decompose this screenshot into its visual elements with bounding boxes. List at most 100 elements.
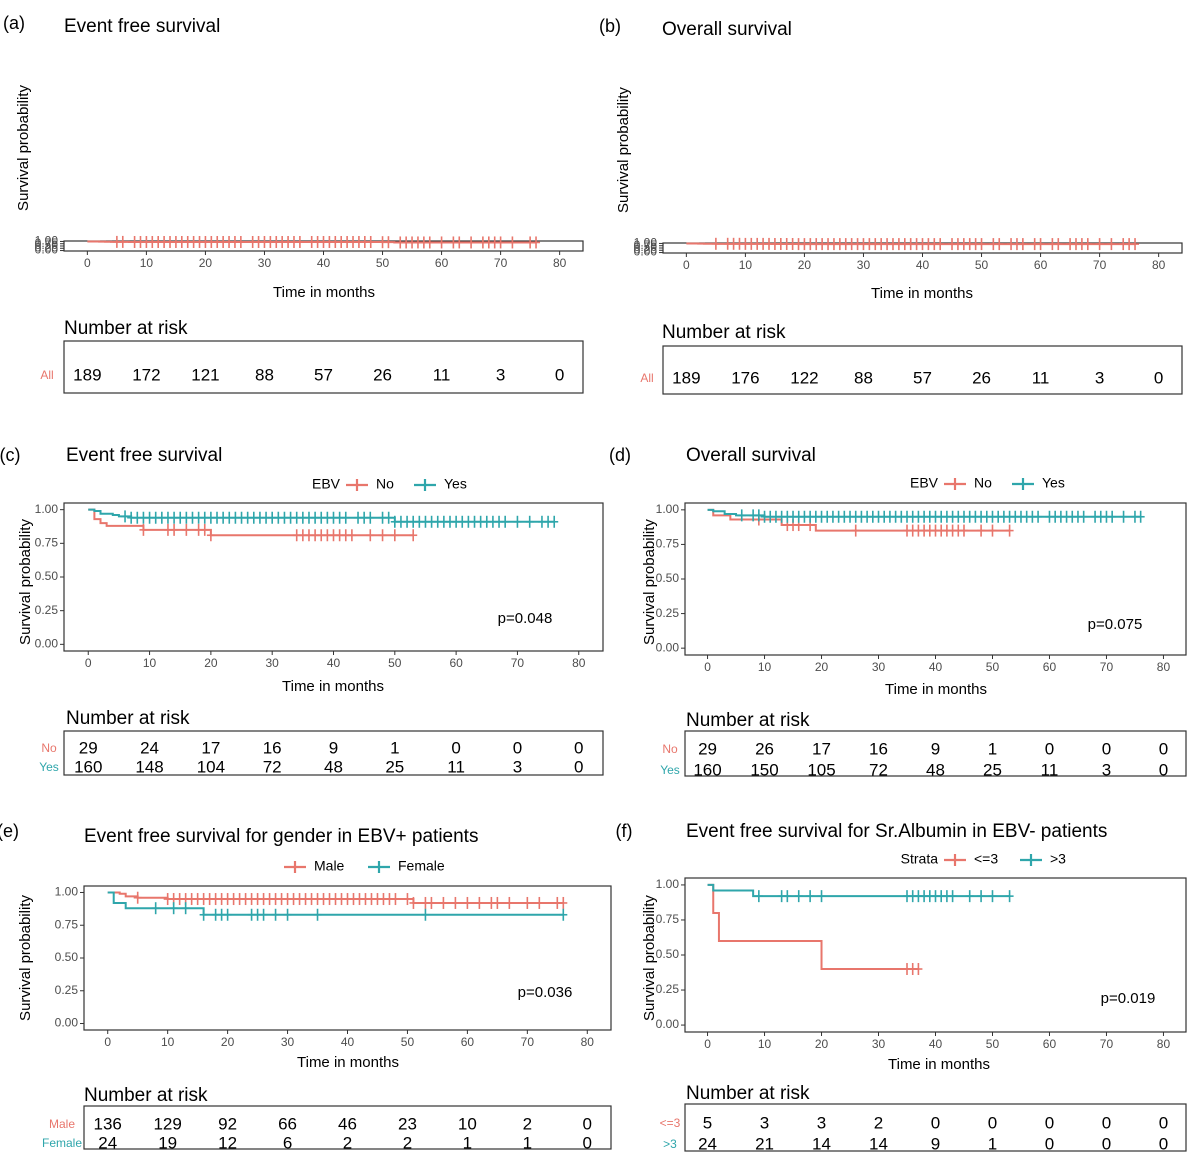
panel-label: (f) (616, 821, 633, 841)
risk-value: 189 (73, 365, 101, 384)
legend-title: EBV (910, 475, 939, 491)
y-tick-label: 0.75 (55, 917, 79, 931)
x-tick-label: 10 (739, 258, 753, 272)
x-axis-label: Time in months (273, 284, 375, 301)
risk-value: 0 (451, 738, 460, 757)
risk-value: 0 (1159, 739, 1168, 758)
risk-value: 3 (1095, 368, 1104, 387)
risk-value: 9 (931, 739, 940, 758)
panel-label: (b) (599, 16, 621, 36)
risk-value: 11 (1041, 760, 1059, 779)
y-tick-label: 0.00 (634, 245, 658, 259)
x-axis-label: Time in months (297, 1054, 399, 1071)
risk-value: 14 (812, 1134, 831, 1153)
y-tick-label: 0.50 (55, 950, 79, 964)
x-tick-label: 0 (85, 656, 92, 670)
panel-b: (b) Overall survival 0.000.250.500.751.00 0… (599, 16, 1183, 395)
x-tick-label: 30 (258, 256, 272, 270)
x-tick-label: 30 (872, 1037, 886, 1051)
y-tick-label: 0.25 (35, 240, 59, 254)
risk-value: 0 (988, 1113, 997, 1132)
x-tick-label: 10 (143, 656, 157, 670)
risk-value: 17 (812, 739, 831, 758)
legend: Strata <=3 >3 (901, 851, 1067, 867)
x-tick-label: 30 (281, 1035, 295, 1049)
risk-table (63, 730, 604, 776)
risk-value: 14 (869, 1134, 888, 1153)
panel-a: (a) Event free survival 0.000.250.500.751.… (3, 13, 584, 394)
risk-value: 0 (931, 1113, 940, 1132)
risk-value: 21 (755, 1134, 774, 1153)
risk-table-title: Number at risk (84, 1085, 208, 1106)
p-value: p=0.036 (518, 984, 573, 1001)
x-tick-label: 50 (986, 660, 1000, 674)
risk-value: 23 (398, 1114, 417, 1133)
legend-label: >3 (1050, 851, 1066, 867)
x-tick-label: 70 (1093, 258, 1107, 272)
risk-value: 0 (583, 1133, 592, 1152)
y-tick-label: 0.25 (55, 983, 79, 997)
x-tick-label: 70 (1100, 660, 1114, 674)
x-tick-label: 70 (494, 256, 508, 270)
x-tick-label: 20 (815, 660, 829, 674)
x-tick-label: 0 (704, 1037, 711, 1051)
risk-row-name: Yes (39, 760, 59, 774)
y-axis-label: Survival probability (641, 519, 658, 645)
y-tick-label: 0.00 (656, 640, 680, 654)
risk-value: 148 (135, 757, 163, 776)
x-axis-label: Time in months (888, 1056, 990, 1073)
risk-value: 57 (913, 368, 932, 387)
panel-f: (f) Event free survival for Sr.Albumin in… (616, 821, 1187, 1153)
x-tick-label: 70 (1100, 1037, 1114, 1051)
risk-value: 0 (583, 1114, 592, 1133)
risk-value: 66 (278, 1114, 297, 1133)
risk-value: 11 (433, 365, 451, 384)
x-tick-label: 60 (1034, 258, 1048, 272)
risk-value: 11 (447, 757, 465, 776)
legend-label: Female (398, 858, 445, 874)
chart-title: Overall survival (662, 19, 792, 40)
x-tick-label: 20 (204, 656, 218, 670)
risk-value: 29 (698, 739, 717, 758)
y-tick-label: 0.00 (35, 637, 59, 651)
panel-d: (d) Overall survival EBV No Yes 0.00 0.25 0.50 0… (609, 445, 1187, 779)
risk-value: 48 (926, 760, 945, 779)
risk-table (684, 730, 1187, 777)
x-tick-label: 50 (986, 1037, 1000, 1051)
y-tick-label: 1.00 (634, 236, 658, 250)
y-tick-label: 0.50 (656, 571, 680, 585)
x-tick-label: 60 (435, 256, 449, 270)
risk-value: 176 (731, 368, 759, 387)
panel-label: (e) (0, 821, 19, 841)
risk-table (684, 1103, 1187, 1152)
risk-value: 48 (324, 757, 343, 776)
risk-value: 88 (854, 368, 873, 387)
y-axis-label: Survival probability (15, 85, 32, 211)
risk-value: 72 (263, 757, 282, 776)
y-axis-label: Survival probability (17, 895, 34, 1021)
risk-value: 10 (458, 1114, 477, 1133)
risk-value: 9 (931, 1134, 940, 1153)
x-tick-label: 0 (84, 256, 91, 270)
risk-value: 105 (807, 760, 835, 779)
risk-value: 72 (869, 760, 888, 779)
risk-row-name: Male (49, 1117, 75, 1131)
y-tick-label: 1.00 (656, 877, 680, 891)
risk-table-title: Number at risk (64, 318, 188, 339)
risk-value: 121 (191, 365, 219, 384)
risk-value: 26 (755, 739, 774, 758)
risk-value: 19 (158, 1133, 177, 1152)
risk-value: 1 (523, 1133, 532, 1152)
risk-row-name: Female (42, 1136, 82, 1150)
y-tick-label: 0.75 (634, 238, 658, 252)
risk-value: 136 (94, 1114, 122, 1133)
y-tick-label: 1.00 (35, 234, 59, 248)
x-tick-label: 80 (553, 256, 567, 270)
panel-e: (e) Event free survival for gender in EBV… (0, 821, 612, 1152)
y-tick-label: 0.00 (656, 1017, 680, 1031)
risk-table-title: Number at risk (662, 322, 786, 343)
risk-row-name: All (640, 371, 653, 385)
x-tick-label: 0 (683, 258, 690, 272)
risk-value: 0 (1154, 368, 1163, 387)
risk-value: 129 (153, 1114, 181, 1133)
